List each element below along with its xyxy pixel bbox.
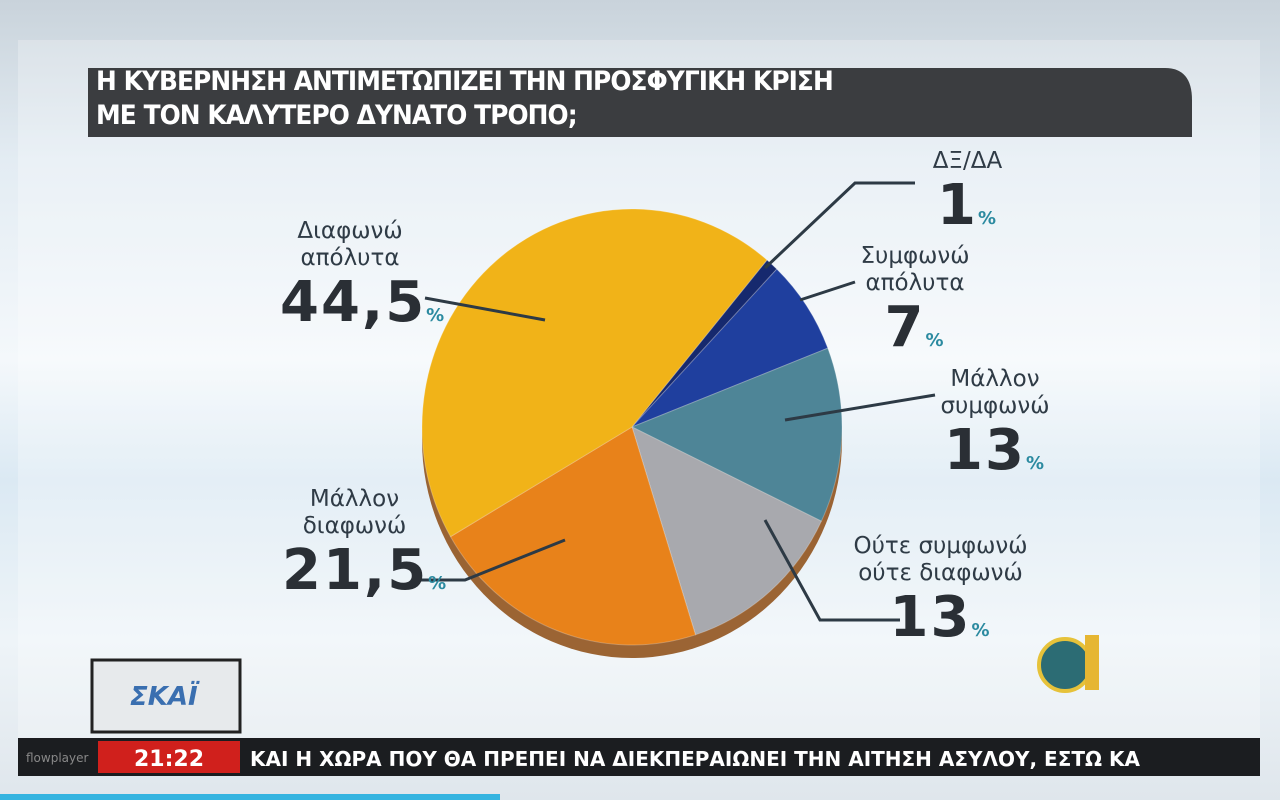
leader-line — [424, 296, 546, 322]
category-label: Μάλλον διαφωνώ — [302, 486, 407, 539]
leader-line — [763, 181, 915, 270]
value-label: 7 — [884, 295, 926, 360]
unit-label: % — [977, 208, 998, 229]
unit-label: % — [1025, 453, 1046, 474]
pie-slice — [631, 426, 823, 636]
value-row: 13% — [925, 420, 1065, 495]
slice-label: Συμφωνώ απόλυτα 7% — [845, 243, 985, 372]
pie-slice — [449, 426, 697, 646]
channel-name: ΣΚΑΪ — [130, 680, 200, 712]
sponsor-logo — [1037, 637, 1093, 693]
category-label: Διαφωνώ απόλυτα — [297, 218, 403, 271]
slice-label: ΔΞ/ΔΑ 1% — [905, 148, 1030, 250]
leader-line — [784, 393, 936, 422]
slice-label: Ούτε συμφωνώ ούτε διαφωνώ 13% — [838, 533, 1043, 662]
category-label: ΔΞ/ΔΑ — [932, 148, 1003, 174]
value-label: 44,5 — [280, 270, 427, 335]
progress-bar — [0, 794, 500, 800]
player-name: flowplayer — [26, 751, 89, 765]
title-bar — [88, 68, 1192, 137]
unit-label: % — [426, 305, 447, 326]
leader-line — [763, 519, 900, 622]
value-label: 13 — [889, 585, 972, 650]
pie-slice — [421, 208, 768, 538]
category-label: Συμφωνώ απόλυτα — [860, 243, 970, 296]
sponsor-logo-bar — [1085, 635, 1099, 690]
pie-slice — [631, 268, 829, 428]
ticker-text: ΚΑΙ Η ΧΩΡΑ ΠΟΥ ΘΑ ΠΡΕΠΕΙ ΝΑ ΔΙΕΚΠΕΡΑΙΩΝΕ… — [250, 747, 1140, 771]
unit-label: % — [925, 330, 946, 351]
value-label: 13 — [944, 418, 1026, 483]
value-row: 13% — [838, 587, 1043, 662]
category-label: Ούτε συμφωνώ ούτε διαφωνώ — [853, 533, 1028, 586]
value-row: 44,5% — [280, 272, 444, 347]
value-row: 21,5% — [282, 538, 446, 615]
pie-slice — [631, 259, 778, 428]
slice-label: Μάλλον διαφωνώ 21,5% — [282, 486, 446, 615]
time-box — [98, 741, 240, 773]
pie-slice — [630, 347, 843, 522]
value-row: 1% — [905, 175, 1030, 250]
clock: 21:22 — [134, 747, 204, 772]
value-label: 1 — [936, 173, 978, 238]
slice-label: Διαφωνώ απόλυτα 44,5% — [280, 218, 444, 347]
unit-label: % — [971, 620, 992, 641]
leader-line — [420, 538, 566, 582]
channel-logo — [90, 658, 242, 734]
leader-line — [799, 280, 856, 302]
value-row: 7% — [845, 297, 985, 372]
slice-label: Μάλλον συμφωνώ 13% — [925, 366, 1065, 495]
unit-label: % — [428, 573, 449, 594]
chart-title: Η ΚΥΒΕΡΝΗΣΗ ΑΝΤΙΜΕΤΩΠΙΖΕΙ ΤΗΝ ΠΡΟΣΦΥΓΙΚΗ… — [96, 66, 834, 97]
value-label: 21,5 — [282, 538, 429, 603]
category-label: Μάλλον συμφωνώ — [940, 366, 1050, 419]
chart-title: ΜΕ ΤΟΝ ΚΑΛΥΤΕΡΟ ΔΥΝΑΤΟ ΤΡΟΠΟ; — [96, 100, 578, 131]
